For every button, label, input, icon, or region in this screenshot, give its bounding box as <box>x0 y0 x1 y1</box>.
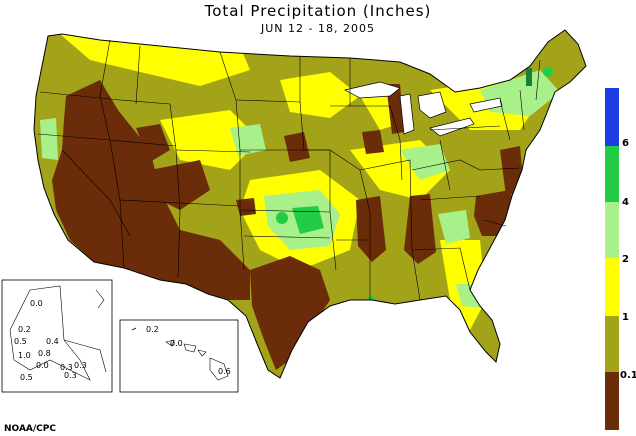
hawaii-inset: 0.2 0.0 0.6 <box>119 319 239 393</box>
alaska-value-11: 0.5 <box>20 373 33 382</box>
legend-label-0.1: 0.1 <box>620 370 636 381</box>
map-subtitle: JUN 12 - 18, 2005 <box>261 22 375 35</box>
alaska-value-2: 0.2 <box>18 325 31 334</box>
legend-bar: 6 4 2 1 0.1 <box>605 88 636 430</box>
alaska-value-6: 0.3 <box>74 361 87 370</box>
alaska-value-9: 0.3 <box>60 363 73 372</box>
conus-outline <box>33 29 587 379</box>
legend-swatch-4-6 <box>605 146 619 202</box>
lake-erie <box>429 117 475 137</box>
legend-label-6: 6 <box>622 138 629 149</box>
legend-label-1: 1 <box>622 312 629 323</box>
legend-label-2: 2 <box>622 254 629 265</box>
legend-swatch-lt0.1 <box>605 372 619 430</box>
map-title: Total Precipitation (Inches) <box>204 2 432 20</box>
lake-ontario <box>469 97 503 113</box>
hawaii-value-1: 0.2 <box>146 325 159 334</box>
lake-michigan <box>399 93 415 135</box>
hawaii-value-2: 0.0 <box>170 339 183 348</box>
legend-label-4: 4 <box>622 197 629 208</box>
legend-swatch-1-2 <box>605 258 619 316</box>
hawaii-value-3: 0.6 <box>218 367 231 376</box>
lake-huron <box>417 91 447 119</box>
credit-label: NOAA/CPC <box>4 424 56 434</box>
legend-swatch-0.1-1 <box>605 316 619 372</box>
alaska-value-7: 0.0 <box>36 361 49 370</box>
alaska-value-1: 0.0 <box>30 299 43 308</box>
alaska-value-5: 1.0 <box>18 351 31 360</box>
lake-superior <box>344 81 401 99</box>
legend-swatch-gt6 <box>605 88 619 146</box>
alaska-value-3: 0.5 <box>14 337 27 346</box>
alaska-inset: 0.0 0.2 0.5 0.4 1.0 0.3 0.0 0.8 0.3 0.3 … <box>1 279 113 393</box>
alaska-value-10: 0.3 <box>64 371 77 380</box>
alaska-value-8: 0.8 <box>38 349 51 358</box>
alaska-value-4: 0.4 <box>46 337 59 346</box>
great-lakes <box>344 81 503 137</box>
legend-swatch-2-4 <box>605 202 619 258</box>
state-boundaries <box>37 39 541 301</box>
